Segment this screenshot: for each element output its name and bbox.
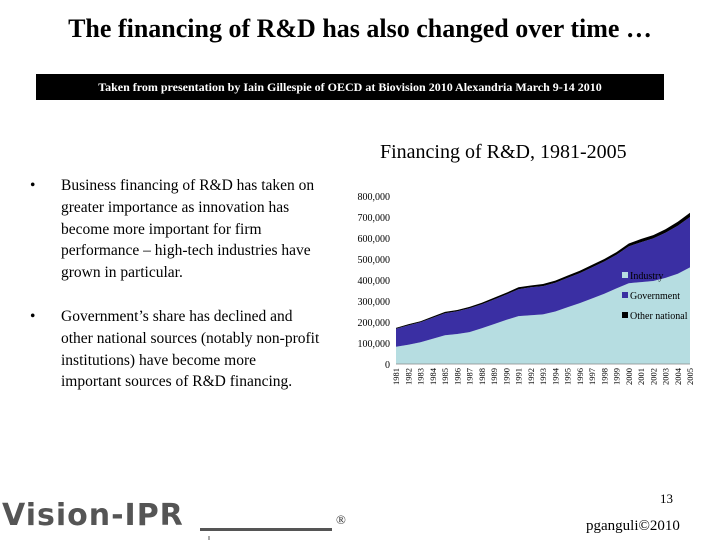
legend-label: Industry bbox=[630, 271, 663, 282]
x-tick-label: 1984 bbox=[428, 367, 438, 385]
bullet-item: • Government’s share has declined and ot… bbox=[30, 306, 320, 393]
y-tick-label: 400,000 bbox=[358, 276, 391, 287]
x-tick-label: 1983 bbox=[416, 368, 426, 385]
bullet-symbol: • bbox=[30, 177, 36, 194]
x-tick-label: 2000 bbox=[624, 368, 634, 385]
y-tick-label: 100,000 bbox=[358, 339, 391, 350]
x-tick-label: 1985 bbox=[440, 368, 450, 385]
x-tick-label: 2004 bbox=[673, 367, 683, 385]
logo-mark-fragment bbox=[208, 536, 210, 540]
x-tick-label: 1998 bbox=[599, 368, 609, 385]
x-tick-label: 1997 bbox=[587, 368, 597, 385]
vision-ipr-logo: Vision-IPR bbox=[2, 498, 184, 533]
series-area-industry bbox=[396, 267, 690, 364]
x-tick-label: 1987 bbox=[465, 368, 475, 385]
x-tick-label: 1981 bbox=[391, 368, 401, 385]
legend-swatch bbox=[622, 272, 628, 278]
logo-registered-mark: ® bbox=[336, 512, 346, 527]
bullet-text: Government’s share has declined and othe… bbox=[61, 307, 320, 391]
x-tick-label: 1990 bbox=[501, 368, 511, 385]
bullet-text: Business financing of R&D has taken on g… bbox=[61, 177, 315, 282]
page-number: 13 bbox=[660, 491, 673, 506]
legend-label: Other national bbox=[630, 311, 688, 322]
x-tick-label: 2005 bbox=[685, 368, 695, 385]
x-tick-label: 2002 bbox=[648, 368, 658, 385]
x-tick-label: 1993 bbox=[538, 368, 548, 385]
legend-swatch bbox=[622, 292, 628, 298]
x-tick-label: 1995 bbox=[563, 368, 573, 385]
x-tick-label: 2001 bbox=[636, 368, 646, 385]
x-tick-label: 1982 bbox=[403, 368, 413, 385]
y-tick-label: 600,000 bbox=[358, 234, 391, 245]
y-tick-label: 700,000 bbox=[358, 213, 391, 224]
x-tick-label: 1996 bbox=[575, 368, 585, 385]
x-tick-label: 1994 bbox=[550, 367, 560, 385]
x-tick-label: 1988 bbox=[477, 368, 487, 385]
x-tick-label: 1989 bbox=[489, 368, 499, 385]
y-tick-label: 300,000 bbox=[358, 297, 391, 308]
bullet-symbol: • bbox=[30, 307, 36, 325]
chart-title: Financing of R&D, 1981-2005 bbox=[380, 141, 627, 163]
x-tick-label: 1991 bbox=[514, 368, 524, 385]
legend-label: Government bbox=[630, 291, 680, 302]
x-tick-label: 2003 bbox=[661, 368, 671, 385]
series-area-government bbox=[396, 217, 690, 347]
source-banner: Taken from presentation by Iain Gillespi… bbox=[36, 74, 664, 100]
legend-swatch bbox=[622, 312, 628, 318]
footer-credit: pganguli©2010 bbox=[586, 518, 680, 534]
y-tick-label: 200,000 bbox=[358, 318, 391, 329]
slide-title: The financing of R&D has also changed ov… bbox=[68, 14, 652, 43]
financing-area-chart: 0 100,000 200,000 300,000 400,000 500,000 600,… bbox=[358, 192, 696, 385]
y-tick-label: 800,000 bbox=[358, 192, 391, 203]
x-tick-label: 1999 bbox=[612, 368, 622, 385]
bullet-item: • Business financing of R&D has taken on… bbox=[30, 175, 320, 284]
x-tick-label: 1986 bbox=[452, 368, 462, 385]
x-tick-label: 1992 bbox=[526, 368, 536, 385]
y-tick-label: 500,000 bbox=[358, 255, 391, 266]
logo-underline bbox=[200, 528, 332, 531]
bullet-list: • Business financing of R&D has taken on… bbox=[30, 175, 320, 415]
y-tick-label: 0 bbox=[385, 360, 390, 371]
